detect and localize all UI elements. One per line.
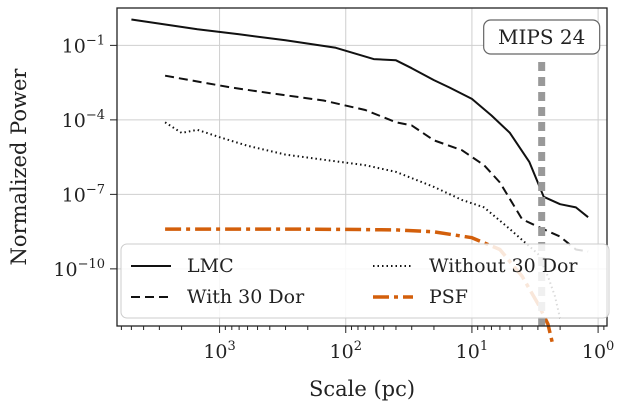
legend-box	[120, 243, 610, 319]
annotation-box	[483, 19, 601, 55]
y-tick-label: 10−7	[62, 182, 105, 206]
y-tick-label: 10−1	[62, 33, 105, 57]
y-tick-label: 10−10	[53, 257, 105, 281]
grid-layer	[117, 8, 607, 326]
plot-frame	[116, 7, 608, 327]
legend-label: LMC	[187, 255, 234, 277]
x-tick-label: 103	[203, 339, 235, 363]
series-line-with-30-dor	[164, 74, 589, 253]
annotation-label: MIPS 24	[498, 25, 585, 49]
legend-label: Without 30 Dor	[429, 255, 578, 277]
x-axis-title: Scale (pc)	[309, 377, 415, 401]
y-tick-label: 10−4	[62, 108, 105, 132]
series-layer	[131, 18, 589, 344]
annotation-layer: MIPS 24	[483, 19, 601, 55]
legend: LMC Without 30 Dor With 30 Dor PSF	[120, 243, 610, 319]
series-line-without-30-dor	[164, 121, 562, 319]
x-tick-label: 100	[582, 339, 614, 363]
x-tick-label: 102	[330, 339, 362, 363]
legend-label: With 30 Dor	[187, 286, 305, 308]
legend-label: PSF	[429, 286, 468, 308]
y-axis-title: Normalized Power	[7, 68, 31, 266]
series-line-lmc	[131, 18, 589, 218]
axes-layer: 103 102 101 100 10−1 10−4 10−7 10−10	[53, 7, 614, 363]
x-tick-label: 101	[456, 339, 488, 363]
